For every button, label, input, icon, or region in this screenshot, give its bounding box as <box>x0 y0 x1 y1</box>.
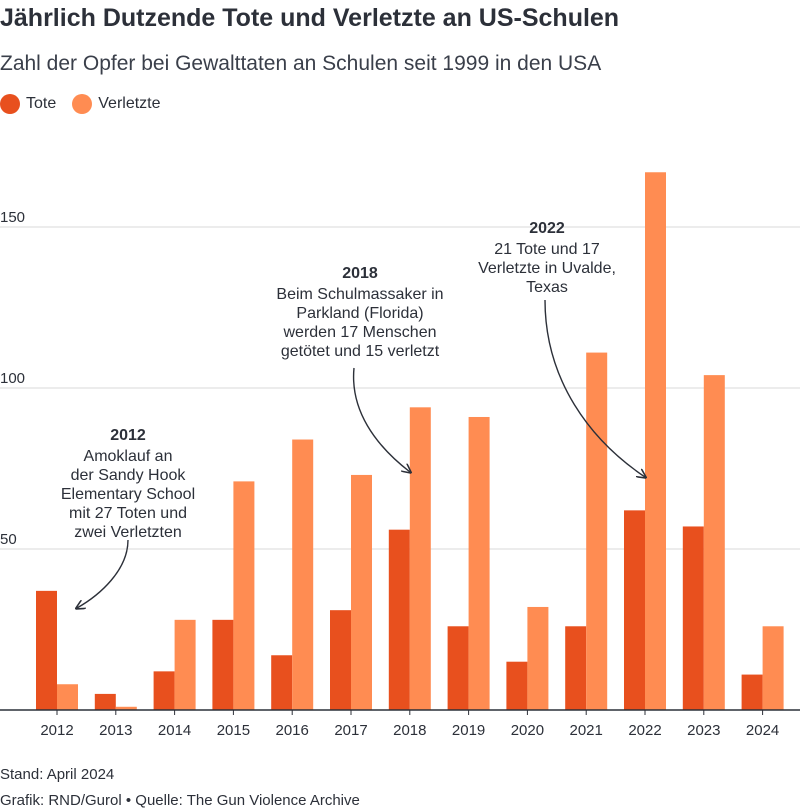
bar-tote-2024 <box>741 674 763 710</box>
bar-verletzte-2017 <box>351 474 372 710</box>
annotation-year: 2012 <box>110 427 146 444</box>
annotation-line: Amoklauf an <box>84 448 173 465</box>
x-tick-label: 2015 <box>217 722 250 739</box>
bar-verletzte-2020 <box>527 606 549 710</box>
bar-verletzte-2023 <box>703 375 725 710</box>
legend-item-verletzte: Verletzte <box>72 94 161 114</box>
legend-label-verletzte: Verletzte <box>98 95 161 112</box>
bar-verletzte-2015 <box>233 481 255 710</box>
bar-tote-2012 <box>36 590 57 710</box>
bars <box>36 172 784 710</box>
footer-credit: Grafik: RND/Gurol • Quelle: The Gun Viol… <box>0 792 360 809</box>
annotation-line: Elementary School <box>61 486 195 503</box>
bar-verletzte-2013 <box>115 706 137 710</box>
bar-tote-2020 <box>506 661 528 710</box>
bar-tote-2015 <box>212 619 234 710</box>
annotation-year: 2022 <box>529 220 565 237</box>
x-tick-label: 2019 <box>452 722 485 739</box>
bar-tote-2013 <box>94 693 116 710</box>
annotation-line: Beim Schulmassaker in <box>276 286 443 303</box>
bar-verletzte-2014 <box>174 619 196 710</box>
annotation-year: 2018 <box>342 265 378 282</box>
x-tick-label: 2018 <box>393 722 426 739</box>
bar-tote-2023 <box>682 526 704 710</box>
legend: Tote Verletzte <box>0 94 177 114</box>
bar-verletzte-2021 <box>586 352 608 710</box>
bar-verletzte-2019 <box>468 416 490 710</box>
annotation-2018: 2018 Beim Schulmassaker in Parkland (Flori… <box>276 265 444 472</box>
bar-verletzte-2018 <box>409 407 431 710</box>
x-tick-label: 2016 <box>276 722 309 739</box>
x-tick-label: 2024 <box>746 722 779 739</box>
bar-verletzte-2016 <box>292 439 314 710</box>
chart-title: Jährlich Dutzende Tote und Verletzte an … <box>0 4 620 32</box>
x-axis: 2012 2013 2014 2015 2016 2017 2018 2019 2020 2021… <box>0 709 800 739</box>
bar-tote-2018 <box>388 529 410 710</box>
x-tick-label: 2017 <box>334 722 367 739</box>
y-tick-label: 100 <box>0 370 25 387</box>
x-tick-label: 2013 <box>99 722 132 739</box>
annotation-line: Parkland (Florida) <box>296 305 423 322</box>
bar-verletzte-2012 <box>57 684 78 710</box>
bar-tote-2021 <box>565 626 587 710</box>
x-tick-label: 2012 <box>40 722 73 739</box>
legend-item-tote: Tote <box>0 94 56 114</box>
x-tick-label: 2021 <box>570 722 603 739</box>
annotation-arrow <box>77 539 129 608</box>
annotation-arrow <box>544 299 645 477</box>
bar-tote-2019 <box>447 626 469 710</box>
annotation-arrow <box>352 367 410 472</box>
annotation-line: Verletzte in Uvalde, <box>478 260 616 277</box>
annotation-2022: 2022 21 Tote und 17 Verletzte in Uvalde, Te… <box>478 220 645 477</box>
legend-label-tote: Tote <box>26 95 57 112</box>
annotation-2012: 2012 Amoklauf an der Sandy Hook Elementary … <box>61 427 195 608</box>
annotation-line: werden 17 Menschen <box>283 324 437 341</box>
x-tick-label: 2020 <box>511 722 544 739</box>
annotation-line: 21 Tote und 17 <box>494 241 600 258</box>
annotation-line: der Sandy Hook <box>71 467 187 484</box>
bar-tote-2017 <box>330 610 351 710</box>
annotation-line: Texas <box>526 279 568 296</box>
annotation-line: zwei Verletzten <box>74 524 182 541</box>
bar-tote-2014 <box>153 671 175 710</box>
footer-stand: Stand: April 2024 <box>0 766 115 783</box>
chart-subtitle: Zahl der Opfer bei Gewalttaten an Schule… <box>0 52 602 75</box>
annotation-line: getötet und 15 verletzt <box>281 343 440 360</box>
bar-tote-2022 <box>624 510 645 710</box>
y-tick-label: 50 <box>0 531 17 548</box>
y-tick-label: 150 <box>0 209 25 226</box>
x-tick-label: 2023 <box>687 722 720 739</box>
bar-verletzte-2024 <box>762 626 784 710</box>
legend-swatch-verletzte <box>72 94 93 114</box>
bar-tote-2016 <box>271 655 293 710</box>
x-tick-label: 2014 <box>158 722 191 739</box>
bar-verletzte-2022 <box>645 172 666 710</box>
legend-swatch-tote <box>0 94 20 114</box>
annotation-line: mit 27 Toten und <box>69 505 187 522</box>
x-tick-label: 2022 <box>628 722 661 739</box>
annotations: 2012 Amoklauf an der Sandy Hook Elementary … <box>61 220 645 608</box>
